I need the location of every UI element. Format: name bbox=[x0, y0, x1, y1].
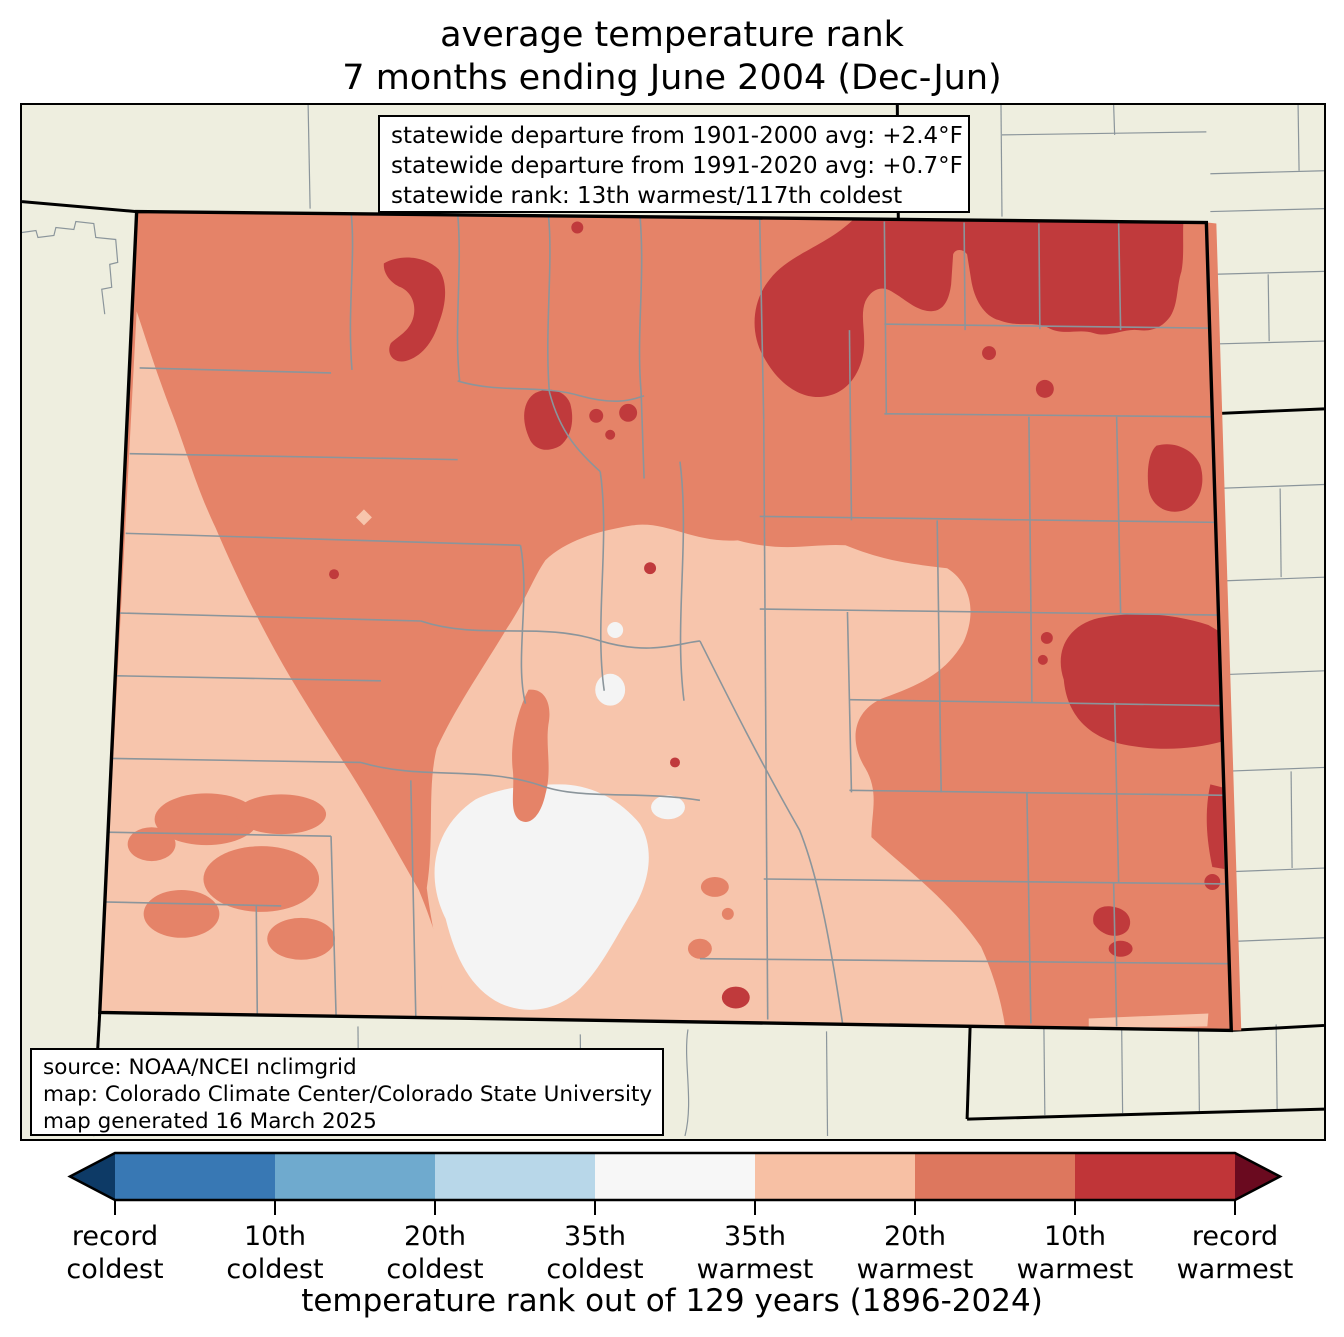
colorbar-tick-labels: record coldest 10th coldest 20th coldest 35… bbox=[66, 1221, 1293, 1285]
stats-line-rank: statewide rank: 13th warmest/117th colde… bbox=[391, 183, 903, 209]
title-line1: average temperature rank bbox=[440, 15, 904, 55]
tick-label: 35th bbox=[564, 1221, 626, 1252]
source-attribution-box: source: NOAA/NCEI nclimgrid map: Colorad… bbox=[30, 1048, 664, 1136]
source-line: source: NOAA/NCEI nclimgrid bbox=[43, 1055, 357, 1080]
tick-label: coldest bbox=[386, 1254, 483, 1285]
tick-label: 10th bbox=[244, 1221, 306, 1252]
tick-label: coldest bbox=[226, 1254, 323, 1285]
colorbar-segment bbox=[595, 1153, 755, 1200]
page-title: average temperature rank 7 months ending… bbox=[0, 14, 1344, 100]
rank-regions-10th-warmest bbox=[329, 218, 1225, 1009]
colorado-rank-map bbox=[22, 105, 1324, 1139]
tick-label: coldest bbox=[546, 1254, 643, 1285]
colorbar-ticks bbox=[114, 1200, 1236, 1215]
tick-label: record bbox=[72, 1221, 158, 1252]
map-credit-line: map: Colorado Climate Center/Colorado St… bbox=[43, 1082, 653, 1107]
colorado-fill-layers bbox=[99, 211, 1232, 1031]
tick-label: record bbox=[1192, 1221, 1278, 1252]
colorbar-arrow-record-warmest bbox=[1235, 1153, 1280, 1200]
colorbar-segment bbox=[755, 1153, 915, 1200]
colorado-county-lines bbox=[103, 211, 1231, 1030]
colorbar-segment bbox=[1075, 1153, 1235, 1200]
tick-label: 10th bbox=[1044, 1221, 1106, 1252]
colorbar-segments bbox=[67, 1151, 1283, 1202]
colorbar-segment bbox=[275, 1153, 435, 1200]
rank-regions-near-median bbox=[434, 622, 685, 1010]
tick-label: warmest bbox=[1177, 1254, 1294, 1285]
colorado-state-border bbox=[97, 209, 1234, 1033]
generated-date-line: map generated 16 March 2025 bbox=[43, 1109, 377, 1134]
tick-label: 35th bbox=[724, 1221, 786, 1252]
colorbar-segment bbox=[915, 1153, 1075, 1200]
tick-label: warmest bbox=[1017, 1254, 1134, 1285]
map-frame bbox=[20, 103, 1326, 1141]
rank-islands-20th-warmest bbox=[127, 689, 734, 960]
tick-label: 20th bbox=[884, 1221, 946, 1252]
tick-label: warmest bbox=[697, 1254, 814, 1285]
tick-label: coldest bbox=[66, 1254, 163, 1285]
stats-line-1991-2020: statewide departure from 1991-2020 avg: … bbox=[391, 153, 963, 179]
colorbar-segment bbox=[115, 1153, 275, 1200]
tick-label: 20th bbox=[404, 1221, 466, 1252]
rank-colorbar: record coldest 10th coldest 20th coldest 35… bbox=[66, 1151, 1293, 1285]
colorbar-segment bbox=[435, 1153, 595, 1200]
colorbar-caption: temperature rank out of 129 years (1896-… bbox=[301, 1283, 1043, 1319]
stats-line-1901-2000: statewide departure from 1901-2000 avg: … bbox=[391, 123, 963, 149]
statewide-stats-box: statewide departure from 1901-2000 avg: … bbox=[378, 115, 970, 213]
title-line2: 7 months ending June 2004 (Dec-Jun) bbox=[342, 58, 1002, 98]
colorbar-arrow-record-coldest bbox=[70, 1153, 115, 1200]
east-edge-data-strip bbox=[1207, 222, 1242, 1031]
tick-label: warmest bbox=[857, 1254, 974, 1285]
